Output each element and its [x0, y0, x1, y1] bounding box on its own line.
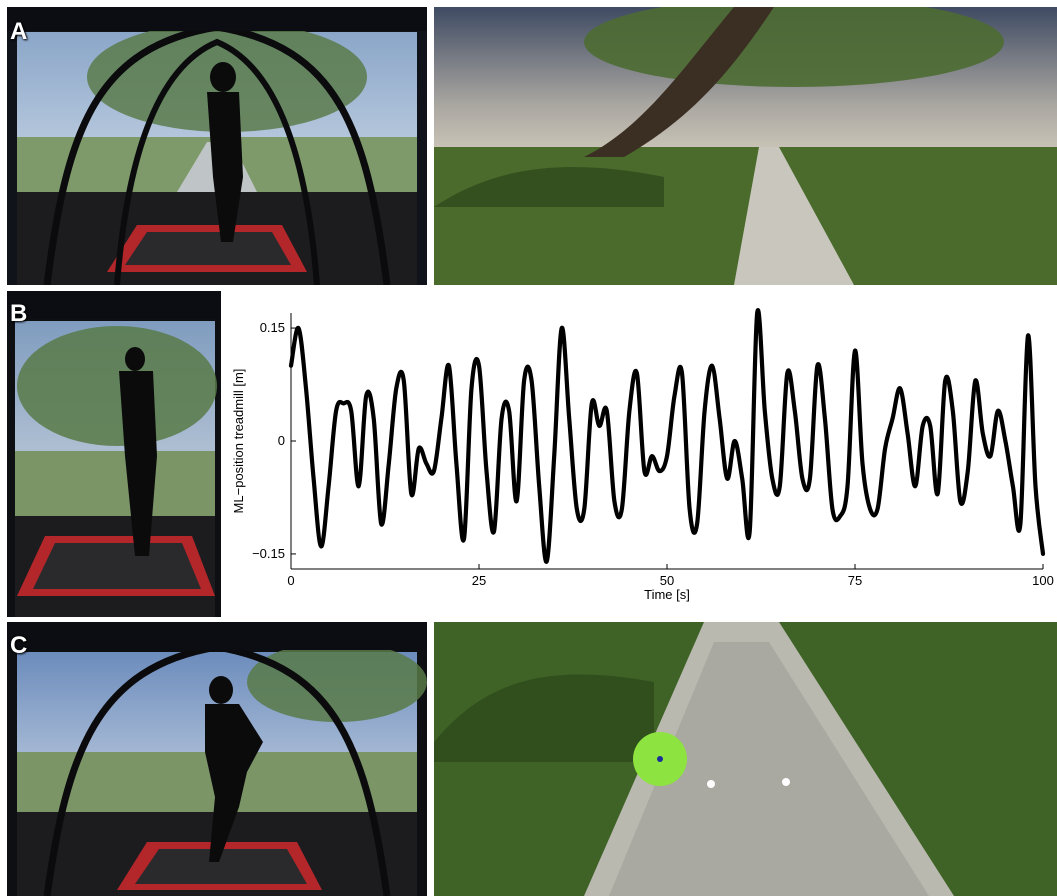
panel-a-virtual-scene [434, 7, 1057, 285]
x-tick-label: 75 [848, 573, 862, 588]
x-axis-label: Time [s] [644, 587, 690, 602]
panel-label-a: A [10, 18, 28, 45]
target-center-dot [657, 756, 663, 762]
series-line-ml-position [288, 308, 1046, 564]
x-tick-label: 25 [472, 573, 486, 588]
y-ticks: −0.15 0 0.15 [252, 320, 296, 561]
panel-a-lab-photo [7, 7, 427, 285]
panel-b-lab-photo [7, 291, 221, 617]
y-tick-label: 0.15 [260, 320, 285, 335]
panel-c-virtual-scene [434, 622, 1057, 896]
foot-marker-right [782, 778, 790, 786]
x-tick-label: 50 [660, 573, 674, 588]
ml-position-chart: 0 25 50 75 100 −0.15 0 0.15 Time [s] ML−positi… [221, 291, 1057, 617]
x-tick-label: 0 [287, 573, 294, 588]
y-tick-label: −0.15 [252, 546, 285, 561]
panel-label-b: B [10, 300, 28, 327]
y-tick-label: 0 [278, 433, 285, 448]
x-tick-label: 100 [1032, 573, 1054, 588]
y-axis-label: ML−position treadmill [m] [231, 369, 246, 514]
foot-marker-left [707, 780, 715, 788]
panel-c-lab-photo [7, 622, 427, 896]
panel-label-c: C [10, 632, 28, 659]
x-ticks: 0 25 50 75 100 [287, 564, 1054, 588]
